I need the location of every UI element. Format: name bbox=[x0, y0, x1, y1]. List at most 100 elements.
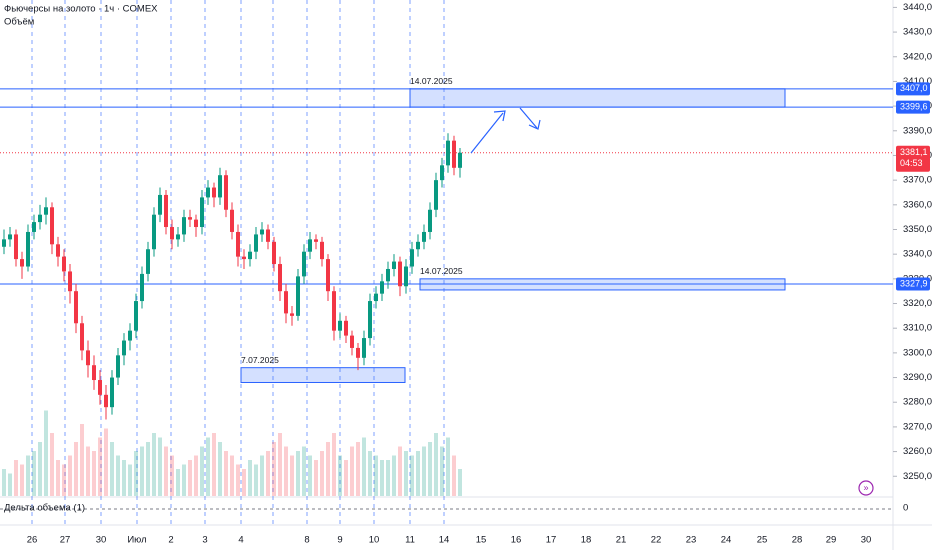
price-badge bbox=[896, 277, 930, 291]
volume-bar bbox=[326, 442, 330, 496]
zone bbox=[240, 367, 406, 383]
indicator-label: Дельта объема (1) bbox=[4, 503, 85, 514]
candle-body bbox=[380, 281, 384, 294]
candle-body bbox=[110, 377, 114, 408]
candle-body bbox=[350, 335, 354, 348]
candle-body bbox=[170, 227, 174, 240]
volume-bar bbox=[164, 446, 168, 496]
y-tick-label: 3280,0 bbox=[903, 397, 932, 408]
candle-body bbox=[374, 293, 378, 302]
x-tick-label: 18 bbox=[581, 535, 592, 546]
volume-bar bbox=[404, 451, 408, 496]
volume-bar bbox=[350, 446, 354, 496]
x-tick-label: 24 bbox=[721, 535, 732, 546]
x-tick-label: 28 bbox=[792, 535, 803, 546]
volume-bar bbox=[206, 437, 210, 496]
main-layer bbox=[2, 133, 462, 420]
candle-body bbox=[200, 197, 204, 228]
volume-bar bbox=[170, 455, 174, 496]
price-badge-label: 3407,0 bbox=[900, 83, 928, 93]
current-price-label: 3381,1 bbox=[900, 147, 928, 157]
y-tick-label: 3320,0 bbox=[903, 298, 932, 309]
candle-body bbox=[428, 209, 432, 232]
background-layer: 14.07.2025 14.07.2025 7.07.2025 bbox=[0, 0, 893, 525]
volume-bar bbox=[440, 446, 444, 496]
candle-body bbox=[296, 276, 300, 316]
y-tick-label: 3270,0 bbox=[903, 421, 932, 432]
x-tick-label: 27 bbox=[60, 535, 71, 546]
zone-label: 7.07.2025 bbox=[241, 355, 279, 365]
candle-body bbox=[302, 251, 306, 277]
volume-bar bbox=[182, 464, 186, 496]
y-tick-label: 3250,0 bbox=[903, 471, 932, 482]
volume-bar bbox=[2, 469, 6, 496]
volume-bar bbox=[314, 460, 318, 496]
y-tick-label: 3430,0 bbox=[903, 27, 932, 38]
volume-bar bbox=[368, 451, 372, 496]
volume-bar bbox=[362, 437, 366, 496]
candle-body bbox=[224, 175, 228, 210]
volume-bar bbox=[92, 451, 96, 496]
volume-bar bbox=[374, 455, 378, 496]
volume-bar bbox=[20, 464, 24, 496]
volume-bar bbox=[32, 451, 36, 496]
volume-bar bbox=[104, 428, 108, 496]
x-tick-label: 10 bbox=[369, 535, 380, 546]
volume-bar bbox=[446, 437, 450, 496]
candle-body bbox=[26, 231, 30, 267]
y-tick-label: 3360,0 bbox=[903, 199, 932, 210]
price-badge bbox=[896, 100, 930, 114]
volume-bar bbox=[212, 433, 216, 496]
candle-body bbox=[56, 244, 60, 257]
candle-body bbox=[116, 355, 120, 378]
candle-body bbox=[74, 291, 78, 324]
candle-body bbox=[254, 234, 258, 252]
candle-body bbox=[206, 187, 210, 198]
candle-body bbox=[236, 231, 240, 257]
candle-body bbox=[68, 271, 72, 292]
y-tick-label: 3370,0 bbox=[903, 175, 932, 186]
volume-bar bbox=[86, 446, 90, 496]
x-tick-label: 2 bbox=[168, 535, 173, 546]
volume-bar bbox=[200, 446, 204, 496]
candle-body bbox=[176, 234, 180, 240]
volume-bar bbox=[194, 455, 198, 496]
candle-body bbox=[20, 259, 24, 267]
scroll-button[interactable] bbox=[858, 480, 874, 496]
candle-body bbox=[8, 234, 12, 240]
indicator-zero: 0 bbox=[903, 503, 908, 514]
volume-bar bbox=[254, 464, 258, 496]
x-tick-label: 25 bbox=[757, 535, 768, 546]
candle-body bbox=[338, 320, 342, 331]
candle-body bbox=[332, 291, 336, 331]
volume-bar bbox=[410, 455, 414, 496]
candle-body bbox=[158, 194, 162, 215]
candle-body bbox=[386, 268, 390, 282]
countdown-label: 04:53 bbox=[900, 158, 923, 168]
volume-bar bbox=[380, 460, 384, 496]
candle-body bbox=[98, 380, 102, 395]
chart-title: Фьючерсы на золото · 1ч · COMEX bbox=[4, 4, 158, 15]
candle-body bbox=[230, 209, 234, 232]
arrow-head bbox=[493, 110, 506, 122]
candle-body bbox=[368, 301, 372, 339]
zone-label: 14.07.2025 bbox=[420, 266, 463, 276]
candle-body bbox=[146, 249, 150, 274]
volume-bar bbox=[248, 460, 252, 496]
volume-bar bbox=[434, 433, 438, 496]
volume-bar bbox=[428, 442, 432, 496]
candle-body bbox=[38, 214, 42, 223]
price-badge-label: 3399,6 bbox=[900, 101, 928, 111]
x-tick-label: 23 bbox=[686, 535, 697, 546]
candle-body bbox=[422, 231, 426, 242]
candle-body bbox=[140, 273, 144, 302]
candle-body bbox=[446, 140, 450, 166]
candle-body bbox=[92, 365, 96, 381]
x-tick-label: 4 bbox=[238, 535, 243, 546]
y-tick-label: 3340,0 bbox=[903, 249, 932, 260]
volume-bar bbox=[134, 451, 138, 496]
scroll-icon: » bbox=[863, 482, 868, 492]
candle-body bbox=[80, 323, 84, 351]
candle-body bbox=[152, 214, 156, 250]
